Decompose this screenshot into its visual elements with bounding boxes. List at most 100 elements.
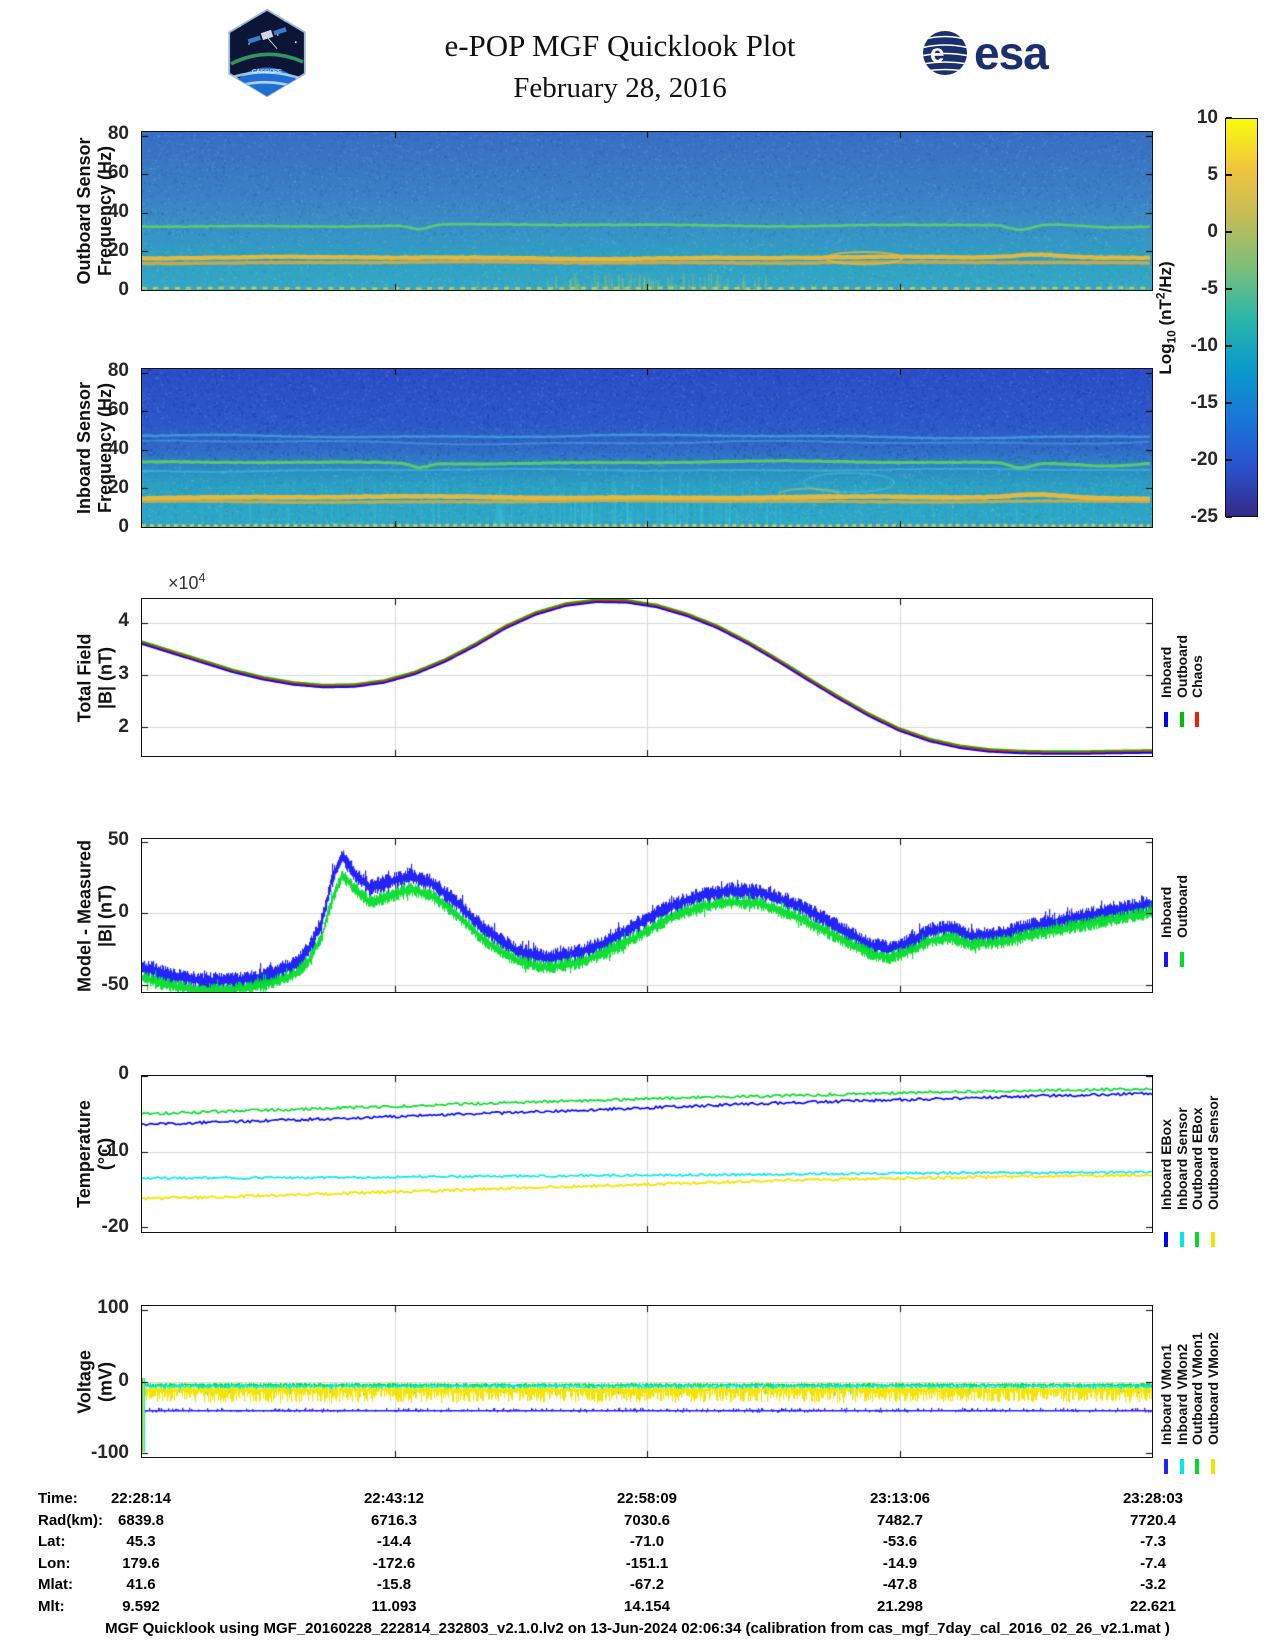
y-tick-label: 80 <box>107 122 129 144</box>
colorbar-tick-mark <box>1226 174 1232 176</box>
ylabel-line: (mV) <box>95 1361 115 1402</box>
y-tick-label: 3 <box>118 662 129 684</box>
table-cell: 22:43:12 <box>363 1490 425 1507</box>
legend-swatch <box>1195 1232 1199 1247</box>
ylabel-line: |B| (nT) <box>95 884 115 947</box>
table-cell: -53.6 <box>882 1533 918 1550</box>
esa-logo: e esa <box>920 27 1049 79</box>
colorbar-tick-label: -10 <box>1190 335 1218 356</box>
table-cell: 41.6 <box>126 1576 156 1593</box>
table-cell: -172.6 <box>372 1554 416 1572</box>
voltage-canvas <box>142 1306 1152 1457</box>
y-tick-label: 60 <box>107 398 129 420</box>
colorbar-tick-mark <box>1226 117 1232 119</box>
colorbar-tick-mark <box>1226 345 1232 347</box>
legend-swatch <box>1164 952 1168 967</box>
colorbar-tick-mark <box>1226 231 1232 233</box>
total-field-canvas <box>142 599 1152 756</box>
colorbar-tick-label: -25 <box>1190 506 1218 527</box>
model-minus-measured-canvas <box>142 839 1152 992</box>
legend-label: Inboard EBox <box>1158 1118 1174 1210</box>
y-tick-label: -20 <box>101 1216 129 1238</box>
colorbar-tick-label: 10 <box>1196 107 1218 128</box>
voltage-ylabel: Voltage (mV) <box>74 1305 120 1458</box>
table-cell: 7482.7 <box>877 1511 923 1529</box>
page-title: e-POP MGF Quicklook Plot <box>444 28 796 63</box>
table-cell: -3.2 <box>1140 1576 1166 1593</box>
outboard-spectrogram-canvas <box>142 132 1152 290</box>
colorbar-tick-mark <box>1226 288 1232 290</box>
total-field-ylabel: Total Field |B| (nT) <box>74 598 120 757</box>
colorbar-tick-label: 5 <box>1207 164 1218 185</box>
ylabel-line: Model - Measured <box>74 839 94 992</box>
table-cell: -71.0 <box>629 1533 665 1550</box>
outboard-spectrogram-panel <box>141 131 1153 291</box>
legend-swatch <box>1179 1232 1184 1247</box>
ylabel-line: (°C) <box>95 1137 115 1171</box>
exponent-prefix: ×10 <box>168 573 199 593</box>
legend-label: Inboard <box>1158 886 1174 938</box>
table-cell: 22:58:09 <box>616 1490 678 1507</box>
y-tick-label: 40 <box>107 437 129 459</box>
colorbar-tick-label: -20 <box>1190 449 1218 470</box>
colorbar-tick-mark <box>1226 459 1232 461</box>
table-row-label: Mlat: <box>38 1576 73 1593</box>
y-tick-label: -50 <box>101 973 129 995</box>
legend-swatch <box>1210 1459 1215 1474</box>
legend-label: Outboard <box>1173 875 1190 938</box>
y-tick-label: 60 <box>107 161 129 183</box>
page-subtitle-date: February 28, 2016 <box>513 72 727 104</box>
table-cell: -7.4 <box>1140 1554 1166 1572</box>
ylabel-line: Voltage <box>74 1349 94 1414</box>
table-cell: -14.9 <box>882 1554 918 1572</box>
colorbar-gradient <box>1225 118 1258 517</box>
ylabel-line: Inboard Sensor <box>74 381 94 515</box>
temperature-panel <box>141 1075 1153 1233</box>
esa-globe-icon: e <box>923 31 967 75</box>
inboard-spectrogram-panel <box>141 368 1153 528</box>
table-cell: 6839.8 <box>118 1511 164 1529</box>
legend-label: Outboard EBox <box>1189 1107 1205 1210</box>
colorbar-tick-mark <box>1226 402 1232 404</box>
y-tick-label: 0 <box>118 279 129 300</box>
cassiope-mission-logo: CASSIOPE <box>222 8 312 103</box>
legend-swatch <box>1164 1232 1168 1247</box>
table-cell: -151.1 <box>625 1554 669 1572</box>
y-tick-label: 100 <box>97 1296 129 1318</box>
esa-wordmark: esa <box>974 27 1049 79</box>
legend-swatch <box>1179 952 1184 967</box>
table-cell: -7.3 <box>1140 1533 1166 1550</box>
table-cell: 22.621 <box>1130 1597 1176 1615</box>
ylabel-line: Temperature <box>74 1100 94 1208</box>
table-cell: -14.4 <box>376 1533 412 1550</box>
legend-swatch <box>1195 712 1199 727</box>
ylabel-line: Total Field <box>74 633 94 722</box>
table-row-label: Lat: <box>38 1533 66 1550</box>
outboard-spectrogram-ylabel: Outboard Sensor Frequency (Hz) <box>74 131 120 291</box>
y-tick-label: 20 <box>107 239 129 261</box>
table-row-label: Mlt: <box>38 1597 65 1615</box>
table-cell: 22:28:14 <box>110 1490 172 1507</box>
table-cell: 23:13:06 <box>869 1490 931 1507</box>
legend-label: Outboard VMon1 <box>1189 1332 1205 1445</box>
legend-swatch <box>1164 1459 1168 1474</box>
legend-swatch <box>1179 1459 1184 1474</box>
colorbar-tick-label: -5 <box>1201 278 1218 299</box>
y-tick-label: -100 <box>90 1442 129 1464</box>
colorbar-label-mid: (nT <box>1155 298 1175 330</box>
table-cell: 7720.4 <box>1130 1511 1176 1529</box>
table-cell: -47.8 <box>882 1576 918 1593</box>
table-cell: -15.8 <box>376 1576 412 1593</box>
exponent-sup: 4 <box>198 571 206 585</box>
table-cell: 7030.6 <box>624 1511 670 1529</box>
table-cell: 179.6 <box>122 1554 160 1572</box>
table-cell: 21.298 <box>877 1597 923 1615</box>
temperature-canvas <box>142 1076 1152 1232</box>
legend-label: Outboard VMon2 <box>1204 1332 1221 1445</box>
y-tick-label: 0 <box>118 516 129 537</box>
legend-swatch <box>1164 712 1168 727</box>
satellite-icon <box>247 27 287 49</box>
colorbar-tick-mark <box>1226 516 1232 518</box>
legend-swatch <box>1179 712 1184 727</box>
table-row-label: Time: <box>38 1490 78 1507</box>
